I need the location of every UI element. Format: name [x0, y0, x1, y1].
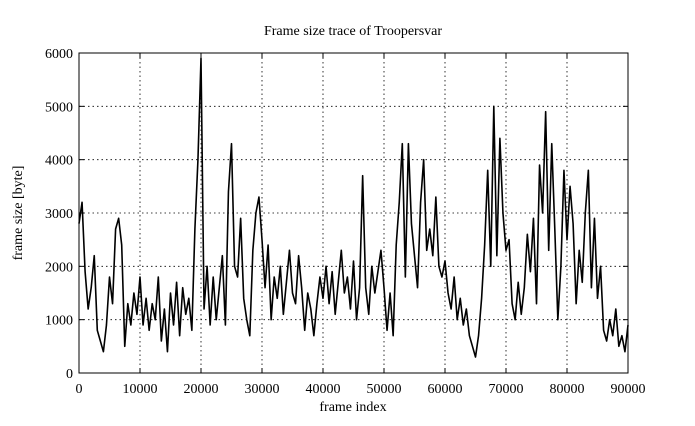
- x-tick-label: 60000: [428, 382, 463, 397]
- y-tick-label: 2000: [45, 260, 73, 275]
- y-axis-label: frame size [byte]: [11, 166, 26, 261]
- data-line: [78, 57, 629, 358]
- x-tick-label: 30000: [245, 382, 280, 397]
- x-tick-label: 40000: [306, 382, 341, 397]
- x-axis-label: frame index: [319, 400, 386, 415]
- x-tick-label: 20000: [184, 382, 219, 397]
- x-tick-label: 50000: [367, 382, 402, 397]
- y-tick-label: 6000: [45, 47, 73, 62]
- chart-title: Frame size trace of Troopersvar: [264, 24, 442, 39]
- y-tick-label: 5000: [45, 100, 73, 115]
- x-tick-label: 90000: [611, 382, 646, 397]
- y-tick-label: 0: [66, 367, 73, 382]
- x-tick-label: 10000: [123, 382, 158, 397]
- plot-frame: [78, 52, 629, 374]
- x-tick-label: 70000: [489, 382, 524, 397]
- y-tick-label: 4000: [45, 154, 73, 169]
- x-tick-label: 80000: [550, 382, 585, 397]
- y-tick-label: 3000: [45, 207, 73, 222]
- y-tick-label: 1000: [45, 314, 73, 329]
- x-tick-label: 0: [76, 382, 83, 397]
